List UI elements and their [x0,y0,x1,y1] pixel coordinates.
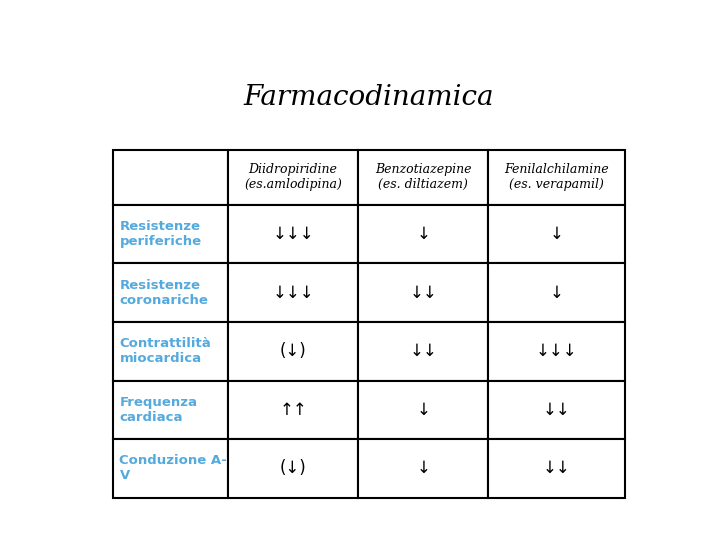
Text: Resistenze
periferiche: Resistenze periferiche [120,220,202,248]
Text: ↓: ↓ [549,225,564,243]
Text: Frequenza
cardiaca: Frequenza cardiaca [120,396,197,424]
Bar [358,381,488,439]
Text: (↓): (↓) [279,342,307,360]
Text: ↓↓↓: ↓↓↓ [272,225,314,243]
Text: ↓↓: ↓↓ [410,342,437,360]
Text: ↑↑: ↑↑ [279,401,307,418]
Text: ↓↓: ↓↓ [410,284,437,302]
Bar [228,322,358,381]
Bar [488,150,625,205]
Bar [113,439,228,497]
Text: Benzotiazepine
(es. diltiazem): Benzotiazepine (es. diltiazem) [375,163,472,191]
Text: Resistenze
coronariche: Resistenze coronariche [120,279,208,307]
Text: ↓↓↓: ↓↓↓ [272,284,314,302]
Bar [358,264,488,322]
Bar [228,439,358,497]
Bar [113,264,228,322]
Bar [488,264,625,322]
Text: ↓↓: ↓↓ [543,401,570,418]
Bar [358,150,488,205]
Text: ↓↓: ↓↓ [543,460,570,477]
Bar [228,150,358,205]
Bar [228,205,358,264]
Text: (↓): (↓) [279,460,307,477]
Text: ↓↓↓: ↓↓↓ [536,342,577,360]
Text: Diidropiridine
(es.amlodipina): Diidropiridine (es.amlodipina) [244,163,342,191]
Bar [488,322,625,381]
Bar [488,381,625,439]
Bar [113,205,228,264]
Bar [488,439,625,497]
Text: ↓: ↓ [416,225,430,243]
Bar [113,322,228,381]
Bar [358,439,488,497]
Text: Farmacodinamica: Farmacodinamica [244,84,494,111]
Bar [488,205,625,264]
Text: ↓: ↓ [549,284,564,302]
Text: ↓: ↓ [416,401,430,418]
Bar [228,381,358,439]
Bar [113,381,228,439]
Bar [358,322,488,381]
Text: Conduzione A-
V: Conduzione A- V [120,454,228,482]
Text: Contrattilità
miocardica: Contrattilità miocardica [120,338,211,365]
Bar [113,150,228,205]
Bar [358,205,488,264]
Text: Fenilalchilamine
(es. verapamil): Fenilalchilamine (es. verapamil) [504,163,609,191]
Bar [228,264,358,322]
Text: ↓: ↓ [416,460,430,477]
